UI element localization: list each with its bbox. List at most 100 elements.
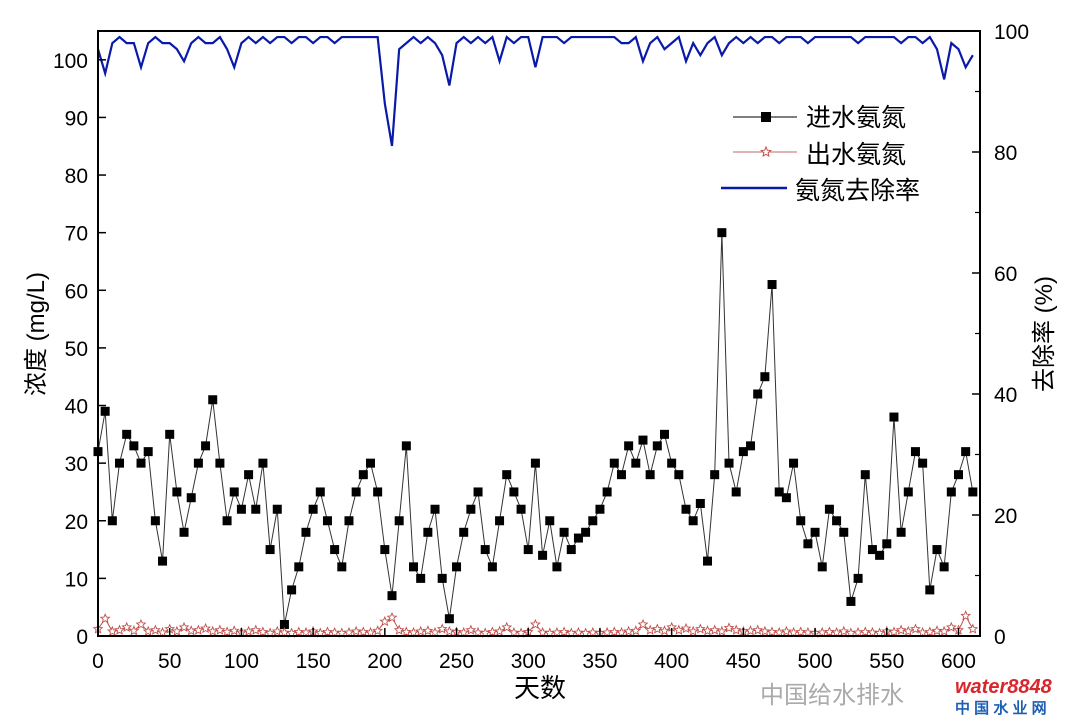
influent-point [100,406,110,416]
effluent-point [192,624,204,635]
effluent-point [157,626,168,638]
influent-point [796,516,806,526]
y-axis-left: 0 10 20 30 40 50 60 70 80 90 100 [53,50,106,649]
effluent-point [486,626,498,637]
influent-point [846,596,856,606]
influent-point [380,545,390,555]
influent-point [767,280,777,290]
effluent-point [429,626,441,638]
influent-point [903,487,913,497]
influent-point [115,458,125,468]
effluent-point [128,625,140,636]
effluent-point [350,625,362,636]
influent-point [251,504,261,514]
influent-point [287,585,297,595]
x-tick-label: 200 [367,650,402,673]
influent-point [365,458,375,468]
influent-point [444,614,454,624]
influent-point [358,470,368,480]
influent-point [609,458,619,468]
y-tick-label: 20 [65,511,88,534]
influent-point [595,504,605,514]
influent-point [667,458,677,468]
effluent-point [228,625,240,636]
effluent-point [99,613,111,624]
effluent-point [322,626,333,637]
y2-tick-label: 100 [994,21,1029,44]
effluent-point [386,611,398,623]
y2-tick-label: 20 [994,505,1017,528]
x-tick-label: 100 [224,650,259,673]
y-tick-label: 40 [65,396,88,419]
influent-point [179,527,189,537]
effluent-point [852,626,864,638]
influent-point [896,527,906,537]
logo-sub: 中 国 水 业 网 [955,699,1047,716]
influent-point [738,447,748,457]
influent-point [430,504,440,514]
effluent-point [802,626,814,638]
y-tick-label: 90 [65,107,88,130]
influent-point [538,550,548,560]
influent-point [150,516,160,526]
y2-axis-label: 去除率 (%) [1031,276,1058,392]
effluent-point [823,626,835,637]
x-axis: 0 50 100 150 200 250 300 350 400 450 500 550 600 [92,628,976,673]
influent-point [344,516,354,526]
effluent-point [142,625,154,636]
legend-label-removal: 氨氮去除率 [795,177,920,205]
influent-point [932,545,942,555]
influent-point [652,441,662,451]
effluent-point [659,625,670,636]
influent-point [373,487,383,497]
effluent-point [687,625,699,636]
influent-point [910,447,920,457]
influent-point [545,516,555,526]
effluent-point [257,626,269,637]
site-logo: water8848 中 国 水 业 网 [955,676,1053,717]
effluent-point [867,626,878,638]
influent-point [186,493,196,503]
effluent-point [250,624,262,635]
influent-point [681,504,691,514]
effluent-point [357,626,369,637]
influent-point [215,458,225,468]
effluent-point [221,626,233,637]
y-axis-label: 浓度 (mg/L) [23,272,50,396]
x-axis-label: 天数 [514,673,566,703]
effluent-point [831,626,843,638]
influent-point [946,487,956,497]
y-axis-right: 0 20 40 60 80 100 [972,21,1029,649]
influent-point [330,545,340,555]
influent-point [724,458,734,468]
influent-point [143,447,153,457]
influent-point [817,562,827,572]
influent-point [416,573,426,583]
influent-point [530,458,540,468]
effluent-point [795,626,807,637]
influent-point [925,585,935,595]
effluent-point [393,624,405,635]
effluent-point [931,625,943,636]
influent-point [581,527,591,537]
y-tick-label: 30 [65,453,88,476]
effluent-point [773,626,785,638]
influent-point [659,429,669,439]
effluent-point [716,625,728,636]
x-tick-label: 350 [582,650,617,673]
x-tick-label: 50 [158,650,181,673]
influent-point [889,412,899,422]
influent-point [437,573,447,583]
influent-point [573,533,583,543]
effluent-point [537,626,549,638]
x-tick-label: 600 [941,650,976,673]
influent-point [294,562,304,572]
effluent-point [709,624,721,635]
y-tick-label: 50 [65,338,88,361]
effluent-point [422,625,434,636]
influent-point [789,458,799,468]
influent-point [516,504,526,514]
effluent-point [838,625,850,636]
effluent-point [207,625,219,636]
influent-point [172,487,182,497]
